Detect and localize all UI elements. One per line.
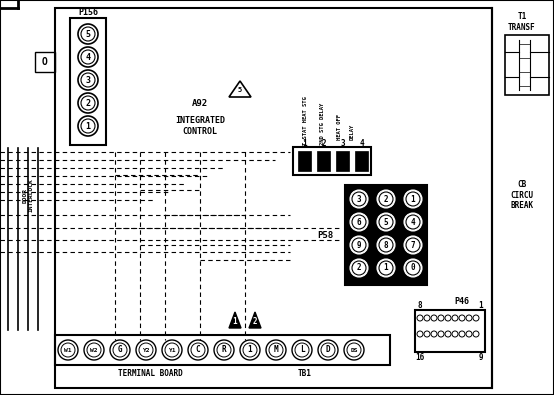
Text: 1: 1 — [85, 122, 90, 130]
Circle shape — [350, 190, 368, 208]
Text: INTEGRATED
CONTROL: INTEGRATED CONTROL — [175, 116, 225, 136]
Polygon shape — [298, 151, 311, 171]
Text: M: M — [274, 346, 278, 354]
Text: 2: 2 — [253, 317, 257, 326]
Text: 9: 9 — [478, 352, 483, 361]
Text: T1
TRANSF: T1 TRANSF — [508, 12, 536, 32]
Circle shape — [404, 236, 422, 254]
Text: 1: 1 — [478, 301, 483, 310]
Text: G: G — [117, 346, 122, 354]
Text: 4: 4 — [85, 53, 90, 62]
Text: 3: 3 — [340, 139, 345, 147]
Circle shape — [350, 213, 368, 231]
Polygon shape — [229, 312, 241, 328]
Text: 6: 6 — [357, 218, 361, 226]
Text: 16: 16 — [416, 352, 424, 361]
Polygon shape — [345, 185, 427, 285]
Text: L: L — [300, 346, 304, 354]
Text: 2: 2 — [357, 263, 361, 273]
Text: D: D — [326, 346, 330, 354]
Text: 5: 5 — [384, 218, 388, 226]
Text: C: C — [196, 346, 201, 354]
Text: 3: 3 — [85, 75, 90, 85]
Circle shape — [404, 259, 422, 277]
Text: Y2: Y2 — [142, 348, 150, 352]
Text: 1: 1 — [384, 263, 388, 273]
Polygon shape — [336, 151, 349, 171]
Text: 1: 1 — [302, 139, 307, 147]
Text: 5: 5 — [238, 87, 242, 93]
Text: 4: 4 — [411, 218, 416, 226]
Text: 1: 1 — [411, 194, 416, 203]
Text: P156: P156 — [78, 8, 98, 17]
Text: 4: 4 — [359, 139, 364, 147]
Text: A92: A92 — [192, 98, 208, 107]
Circle shape — [404, 190, 422, 208]
Text: P46: P46 — [454, 297, 469, 307]
Text: 2: 2 — [85, 98, 90, 107]
Circle shape — [350, 236, 368, 254]
Text: Y1: Y1 — [168, 348, 176, 352]
Polygon shape — [249, 312, 261, 328]
Text: 2: 2 — [321, 139, 326, 147]
Circle shape — [377, 190, 395, 208]
Polygon shape — [355, 151, 368, 171]
Text: HEAT OFF: HEAT OFF — [336, 114, 341, 140]
Text: O: O — [42, 57, 48, 67]
Text: T-STAT HEAT STG: T-STAT HEAT STG — [302, 96, 307, 145]
Text: 8: 8 — [418, 301, 422, 310]
Text: 2ND STG DELAY: 2ND STG DELAY — [320, 103, 325, 145]
Text: DS: DS — [350, 348, 358, 352]
Text: 1: 1 — [248, 346, 252, 354]
Text: 2: 2 — [384, 194, 388, 203]
Circle shape — [377, 259, 395, 277]
Circle shape — [377, 213, 395, 231]
Text: 5: 5 — [85, 30, 90, 38]
Circle shape — [404, 213, 422, 231]
Text: 1: 1 — [233, 317, 237, 326]
Text: 3: 3 — [357, 194, 361, 203]
Text: 0: 0 — [411, 263, 416, 273]
Text: DELAY: DELAY — [350, 124, 355, 140]
Text: P58: P58 — [317, 231, 333, 239]
Text: 8: 8 — [384, 241, 388, 250]
Circle shape — [350, 259, 368, 277]
Text: TERMINAL BOARD: TERMINAL BOARD — [117, 369, 182, 378]
Text: 9: 9 — [357, 241, 361, 250]
Polygon shape — [317, 151, 330, 171]
Circle shape — [377, 236, 395, 254]
Text: W1: W1 — [64, 348, 72, 352]
Text: W2: W2 — [90, 348, 98, 352]
Text: TB1: TB1 — [298, 369, 312, 378]
Text: 7: 7 — [411, 241, 416, 250]
Text: R: R — [222, 346, 227, 354]
Text: DOOR
INTERLOCK: DOOR INTERLOCK — [23, 178, 33, 212]
Text: CB
CIRCU
BREAK: CB CIRCU BREAK — [510, 180, 534, 210]
